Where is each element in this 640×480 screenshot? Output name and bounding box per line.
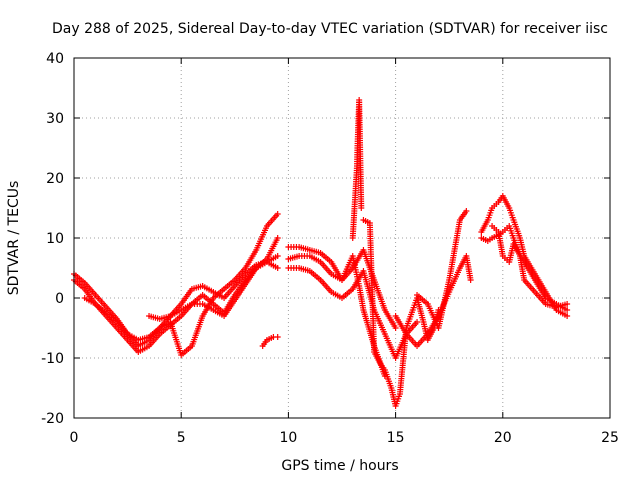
- x-tick-label: 0: [70, 430, 79, 446]
- grid-lines: [74, 58, 610, 418]
- y-tick-label: -20: [41, 411, 64, 427]
- y-tick-label: -10: [41, 351, 64, 367]
- data-point: [414, 319, 421, 325]
- y-axis-label: SDTVAR / TECUs: [6, 181, 22, 296]
- series-spike: [349, 97, 365, 241]
- data-point: [564, 313, 571, 319]
- series-track-g: [285, 265, 421, 361]
- series-track-i: [360, 217, 442, 409]
- data-point: [564, 307, 571, 313]
- data-point: [274, 253, 281, 259]
- data-point: [392, 325, 399, 331]
- data-point: [358, 205, 365, 211]
- series-track-d: [146, 235, 281, 322]
- x-axis-label: GPS time / hours: [281, 458, 398, 474]
- y-tick-label: 0: [55, 291, 64, 307]
- series-track-j: [392, 253, 474, 349]
- data-point: [274, 265, 281, 271]
- series-track-n: [489, 223, 571, 313]
- data-point: [564, 301, 571, 307]
- x-tick-label: 15: [387, 430, 405, 446]
- y-tick-label: 30: [46, 111, 64, 127]
- y-tick-label: 10: [46, 231, 64, 247]
- data-point: [467, 277, 474, 283]
- series-track-k: [414, 208, 470, 331]
- series-track-e: [259, 334, 281, 349]
- data-marks: [71, 97, 571, 409]
- data-point: [274, 235, 281, 241]
- x-tick-label: 25: [601, 430, 619, 446]
- data-point: [274, 211, 281, 217]
- series-track-l: [478, 193, 571, 319]
- x-tick-label: 5: [177, 430, 186, 446]
- x-tick-label: 20: [494, 430, 512, 446]
- chart-title: Day 288 of 2025, Sidereal Day-to-day VTE…: [52, 21, 608, 37]
- y-tick-label: 20: [46, 171, 64, 187]
- axis-ticks: 0 5 10 15 20 25 -20 -10 0 10 20 30 40: [41, 51, 619, 446]
- x-tick-label: 10: [279, 430, 297, 446]
- data-point: [463, 208, 470, 214]
- data-point: [274, 334, 281, 340]
- y-tick-label: 40: [46, 51, 64, 67]
- series-track-c: [81, 211, 281, 358]
